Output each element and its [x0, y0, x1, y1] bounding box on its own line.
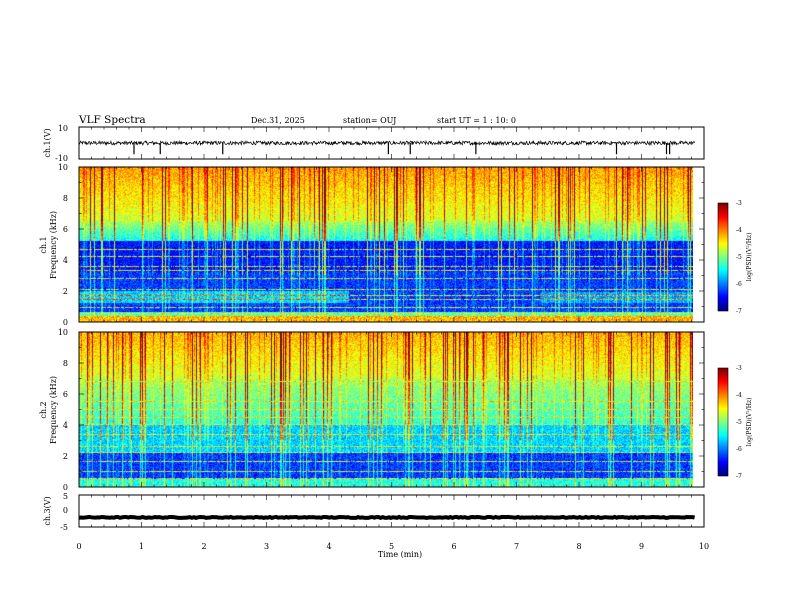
ch1-colorbar-canvas	[718, 203, 728, 311]
ch1-ytick-4: 4	[63, 256, 68, 265]
ch1-spectrogram-frame	[78, 166, 705, 323]
xtick-3: 3	[264, 542, 269, 551]
ch2-channel-label: ch.2	[39, 401, 48, 418]
ch2-ytick-4: 4	[63, 421, 68, 430]
ch2-colorbar-canvas	[718, 368, 728, 476]
xtick-6: 6	[451, 542, 456, 551]
ch1-ytick-top: 10	[58, 124, 68, 133]
xtick-8: 8	[576, 542, 581, 551]
ch1-ytick-0: 0	[63, 318, 68, 327]
ch2-cbar-tick-6: -6	[736, 446, 742, 453]
ch1-spectrogram-canvas	[79, 167, 693, 322]
ch1-waveform-spikes	[133, 143, 671, 155]
ch2-spectrogram-panel: ch.2 Frequency (kHz) 0 2 4 6 8 10 -3 -4 …	[39, 328, 753, 492]
ch2-cbar-tick-4: -4	[736, 392, 742, 399]
ch2-cbar-tick-3: -3	[736, 365, 742, 372]
ch2-colorbar-label: log(PSD)(V²/Hz)	[746, 398, 753, 447]
xtick-2: 2	[201, 542, 206, 551]
ch1-channel-label: ch.1	[39, 236, 48, 253]
xtick-1: 1	[139, 542, 144, 551]
ch1-spectrogram-panel: ch.1 Frequency (kHz) 0 2 4 6 8 10 -3 -4 …	[39, 163, 753, 327]
ch1-waveform-frame	[78, 126, 705, 160]
ch3-ytick-0: 0	[63, 506, 68, 515]
ch3-ytick-minus5: -5	[60, 523, 68, 532]
xtick-7: 7	[514, 542, 519, 551]
xtick-4: 4	[326, 542, 331, 551]
ch1-cbar-tick-3: -3	[736, 200, 742, 207]
ch2-frequency-ylabel: Frequency (kHz)	[49, 376, 58, 444]
ch2-colorbar	[718, 368, 728, 476]
ch1-cbar-tick-6: -6	[736, 281, 742, 288]
ch2-cbar-tick-7: -7	[736, 473, 742, 480]
ch1-waveform-ticks	[78, 127, 705, 159]
ch1-ytick-bottom: -10	[55, 154, 68, 163]
ch3-waveform-ylabel: ch.3(V)	[43, 496, 52, 525]
ch3-waveform-trace	[78, 514, 696, 520]
ch2-spectrogram-frame	[78, 331, 705, 488]
ch1-ytick-8: 8	[63, 194, 68, 203]
ch2-ytick-8: 8	[63, 359, 68, 368]
xtick-0: 0	[76, 542, 81, 551]
start-time-label: start UT = 1 : 10: 0	[437, 116, 516, 125]
ch3-waveform-frame	[78, 494, 705, 528]
xtick-10: 10	[699, 542, 709, 551]
ch2-spectrogram-canvas	[79, 332, 693, 487]
ch1-ytick-2: 2	[63, 287, 68, 296]
ch1-spectrogram-image	[79, 167, 693, 322]
ch1-cbar-tick-5: -5	[736, 254, 742, 261]
x-axis-label: Time (min)	[378, 550, 422, 559]
figure-title: VLF Spectra	[78, 114, 146, 126]
x-axis-tick-labels: 0 1 2 3 4 5 6 7 8 9 10	[76, 542, 709, 551]
ch1-waveform-ylabel: ch.1(V)	[43, 128, 52, 157]
station-label: station= OUJ	[343, 116, 396, 125]
xtick-5: 5	[389, 542, 394, 551]
ch1-cbar-tick-7: -7	[736, 308, 742, 315]
ch3-ytick-5: 5	[63, 492, 68, 501]
ch1-cbar-tick-4: -4	[736, 227, 742, 234]
ch1-frequency-ylabel: Frequency (kHz)	[49, 211, 58, 279]
ch1-colorbar-label: log(PSD)(V²/Hz)	[746, 233, 753, 282]
ch1-waveform-trace	[78, 139, 695, 147]
ch1-waveform-panel: ch.1(V) 10 -10	[43, 124, 705, 163]
ch2-ytick-2: 2	[63, 452, 68, 461]
ch1-colorbar	[718, 203, 728, 311]
ch1-ytick-10: 10	[58, 163, 68, 172]
ch1-ytick-6: 6	[63, 225, 68, 234]
ch2-ytick-0: 0	[63, 483, 68, 492]
ch3-waveform-ticks	[78, 495, 705, 527]
ch2-cbar-tick-5: -5	[736, 419, 742, 426]
xtick-9: 9	[639, 542, 644, 551]
ch2-ytick-10: 10	[58, 328, 68, 337]
ch2-ytick-6: 6	[63, 390, 68, 399]
ch3-waveform-panel: ch.3(V) 5 0 -5	[43, 492, 705, 532]
ch2-colorbar-frame	[717, 367, 729, 477]
ch1-colorbar-frame	[717, 202, 729, 312]
observation-date: Dec.31, 2025	[251, 116, 305, 125]
ch2-spectrogram-image	[79, 332, 693, 487]
